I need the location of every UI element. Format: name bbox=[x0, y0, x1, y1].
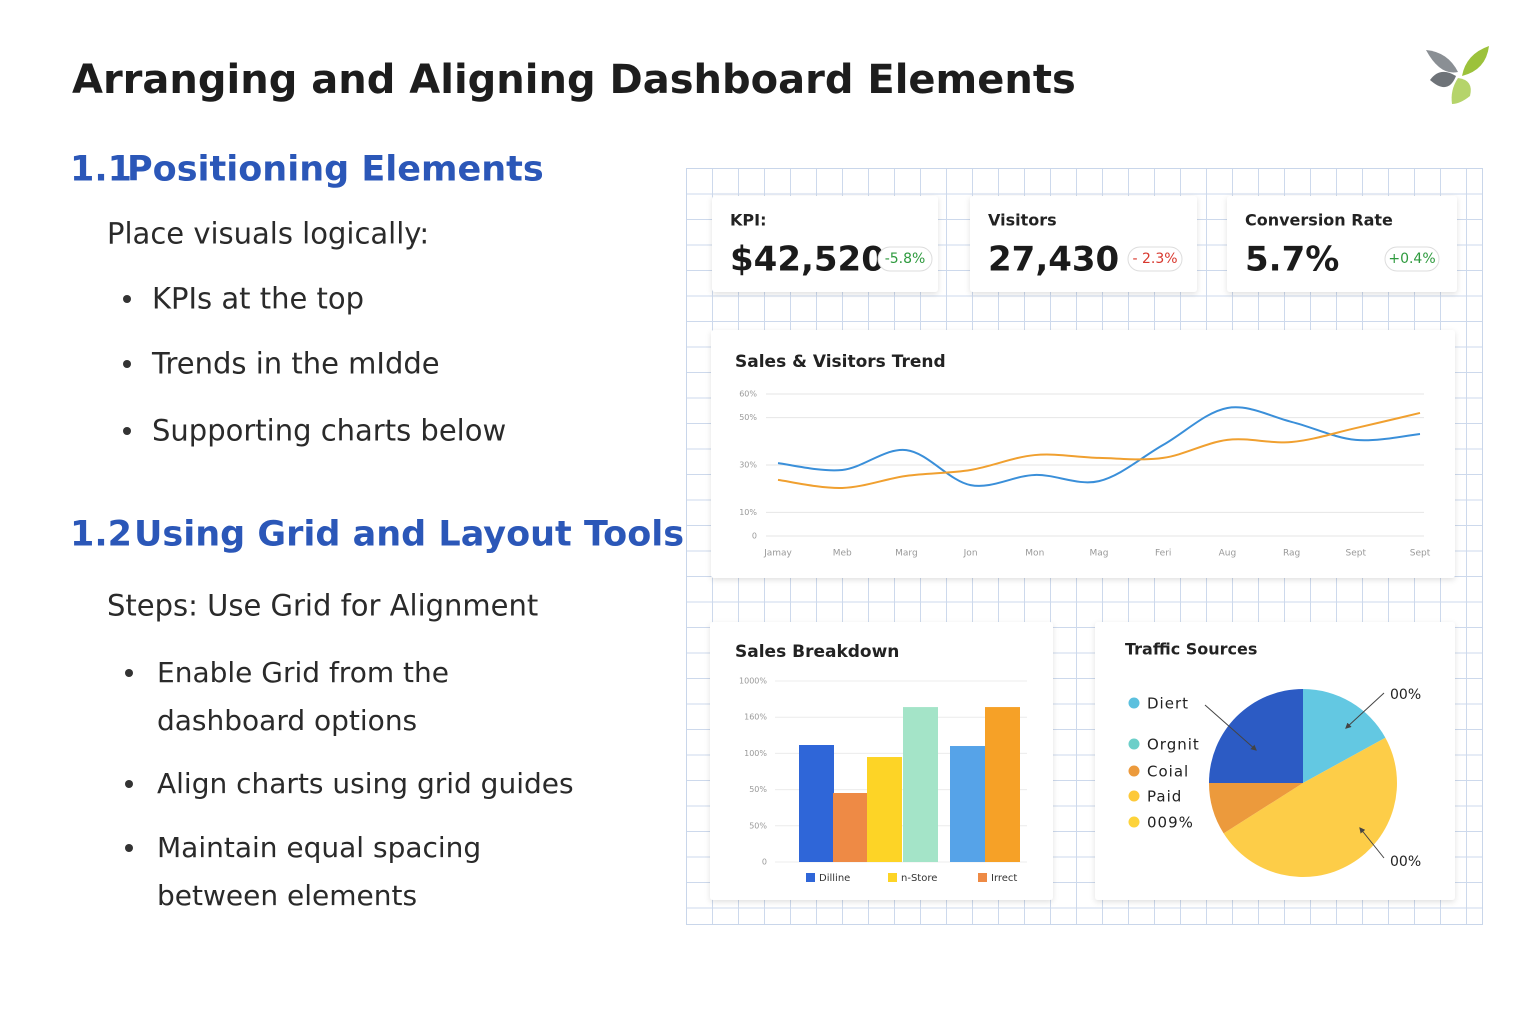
bar bbox=[950, 746, 985, 862]
bullet-text: KPIs at the top bbox=[152, 281, 365, 316]
legend-dot bbox=[1128, 697, 1140, 709]
pie-slice bbox=[1223, 737, 1397, 877]
bar bbox=[833, 793, 868, 862]
kpi-change: +0.4% bbox=[1388, 251, 1435, 267]
y-tick-label: 100% bbox=[744, 749, 767, 758]
kpi-label: Visitors bbox=[988, 211, 1057, 230]
legend-label: Diert bbox=[1147, 695, 1189, 713]
bullet-dot bbox=[123, 295, 131, 303]
pie-slice bbox=[1209, 689, 1303, 783]
chart-title: Sales Breakdown bbox=[735, 642, 899, 662]
section-heading: Positioning Elements bbox=[127, 149, 544, 190]
legend-label: Coial bbox=[1147, 763, 1189, 781]
legend-label: 009% bbox=[1147, 814, 1194, 832]
kpi-value: $42,520 bbox=[730, 240, 885, 280]
kpi-value: 5.7% bbox=[1245, 240, 1339, 280]
chart-title: Traffic Sources bbox=[1125, 640, 1257, 659]
bar bbox=[799, 745, 834, 862]
kpi-badge bbox=[877, 246, 933, 272]
leader-line bbox=[1345, 692, 1385, 729]
x-tick-label: Aug bbox=[1219, 549, 1237, 559]
legend-swatch bbox=[806, 873, 815, 882]
x-tick-label: Rag bbox=[1283, 549, 1300, 559]
legend-label: Paid bbox=[1147, 788, 1182, 806]
bullet-dot bbox=[125, 669, 133, 677]
kpi-badge bbox=[1127, 246, 1183, 272]
bullet-text: Align charts using grid guides bbox=[157, 767, 574, 800]
bullet-dot bbox=[123, 427, 131, 435]
y-tick-label: 60% bbox=[739, 390, 757, 399]
legend-label: Irrect bbox=[991, 873, 1017, 884]
x-tick-label: Marg bbox=[895, 549, 918, 559]
bar bbox=[985, 707, 1020, 862]
pie-slice bbox=[1209, 783, 1303, 834]
x-tick-label: Sept bbox=[1410, 549, 1431, 559]
section-heading: Using Grid and Layout Tools bbox=[134, 514, 685, 555]
y-tick-label: 1000% bbox=[739, 677, 767, 686]
kpi-label: KPI: bbox=[730, 211, 766, 230]
kpi-value: 27,430 bbox=[988, 240, 1119, 280]
line-series bbox=[777, 406, 1421, 487]
x-tick-label: Mag bbox=[1090, 549, 1109, 559]
line-series bbox=[777, 411, 1421, 489]
y-tick-label: 160% bbox=[744, 713, 767, 722]
y-tick-label: 0 bbox=[752, 532, 757, 541]
bullet-dot bbox=[123, 360, 131, 368]
kpi-change: -5.8% bbox=[885, 251, 926, 267]
legend-dot bbox=[1128, 765, 1140, 777]
section-intro: Place visuals logically: bbox=[107, 216, 430, 251]
section-number: 1.1 bbox=[70, 149, 133, 190]
x-tick-label: Jon bbox=[963, 549, 978, 559]
kpi-badge bbox=[1384, 246, 1440, 272]
bullet-text: Enable Grid from the dashboard options bbox=[157, 656, 449, 737]
annotation: 00% bbox=[1390, 687, 1421, 703]
bar bbox=[867, 757, 902, 862]
chart-title: Sales & Visitors Trend bbox=[735, 352, 946, 372]
section-intro: Steps: Use Grid for Alignment bbox=[107, 588, 539, 623]
bullet-text: Maintain equal spacing between elements bbox=[157, 831, 482, 912]
bullet-dot bbox=[125, 780, 133, 788]
legend-swatch bbox=[888, 873, 897, 882]
y-tick-label: 10% bbox=[739, 508, 757, 517]
logo bbox=[1426, 46, 1489, 104]
legend-dot bbox=[1128, 790, 1140, 802]
card bbox=[711, 330, 1455, 578]
slide-title: Arranging and Aligning Dashboard Element… bbox=[72, 57, 1076, 103]
legend-label: Dilline bbox=[819, 873, 850, 884]
x-tick-label: Sept bbox=[1346, 549, 1367, 559]
annotation: 00% bbox=[1390, 854, 1421, 870]
legend-swatch bbox=[978, 873, 987, 882]
y-tick-label: 50% bbox=[739, 413, 757, 422]
kpi-change: - 2.3% bbox=[1132, 251, 1177, 267]
leader-line bbox=[1204, 704, 1257, 751]
x-tick-label: Mon bbox=[1025, 549, 1044, 559]
bullet-dot bbox=[125, 844, 133, 852]
x-tick-label: Jamay bbox=[763, 549, 792, 559]
y-tick-label: 0 bbox=[762, 858, 767, 867]
x-tick-label: Feri bbox=[1155, 549, 1171, 559]
leader-line bbox=[1359, 827, 1385, 859]
x-tick-label: Meb bbox=[833, 549, 852, 559]
legend-dot bbox=[1128, 738, 1140, 750]
bullet-text: Supporting charts below bbox=[152, 413, 507, 448]
legend-dot bbox=[1128, 816, 1140, 828]
bar bbox=[903, 707, 938, 862]
kpi-label: Conversion Rate bbox=[1245, 211, 1393, 230]
section-number: 1.2 bbox=[70, 514, 133, 555]
pie-slice bbox=[1303, 689, 1386, 783]
bullet-text: Trends in the mIdde bbox=[152, 346, 440, 381]
y-tick-label: 50% bbox=[749, 821, 767, 830]
y-tick-label: 30% bbox=[739, 461, 757, 470]
y-tick-label: 50% bbox=[749, 785, 767, 794]
legend-label: Orgnit bbox=[1147, 736, 1200, 754]
legend-label: n-Store bbox=[901, 873, 937, 884]
